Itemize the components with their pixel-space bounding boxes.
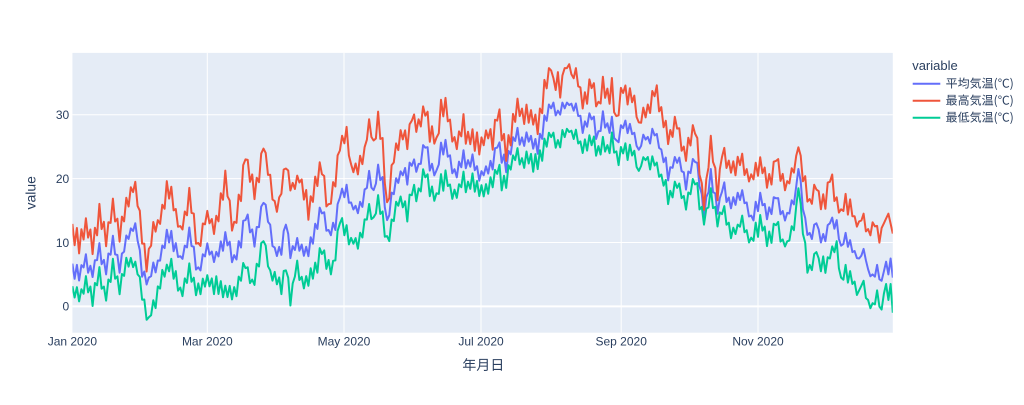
svg-text:value: value <box>23 176 39 210</box>
svg-text:May 2020: May 2020 <box>318 334 371 348</box>
svg-text:Jan 2020: Jan 2020 <box>48 334 98 348</box>
svg-text:variable: variable <box>912 58 958 73</box>
svg-text:Sep 2020: Sep 2020 <box>596 334 648 348</box>
svg-text:30: 30 <box>56 108 70 122</box>
svg-text:10: 10 <box>56 236 70 250</box>
svg-text:Jul 2020: Jul 2020 <box>458 334 504 348</box>
svg-text:20: 20 <box>56 172 70 186</box>
svg-text:0: 0 <box>63 300 70 314</box>
svg-text:Nov 2020: Nov 2020 <box>732 334 784 348</box>
svg-text:Mar 2020: Mar 2020 <box>182 334 233 348</box>
